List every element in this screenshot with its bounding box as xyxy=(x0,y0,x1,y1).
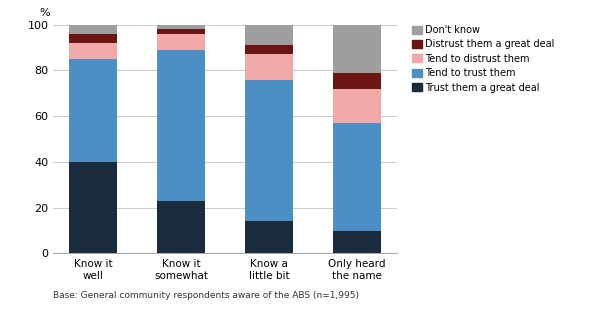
Bar xyxy=(69,162,117,253)
Bar xyxy=(69,25,117,34)
Text: %: % xyxy=(39,8,50,18)
Legend: Don't know, Distrust them a great deal, Tend to distrust them, Tend to trust the: Don't know, Distrust them a great deal, … xyxy=(412,25,555,92)
Bar xyxy=(244,25,293,45)
Bar xyxy=(69,59,117,162)
Bar xyxy=(157,29,205,34)
Bar xyxy=(333,123,381,231)
Bar xyxy=(244,45,293,54)
Bar xyxy=(244,80,293,221)
Bar xyxy=(157,201,205,253)
Bar xyxy=(244,221,293,253)
Bar xyxy=(333,25,381,73)
Bar xyxy=(333,73,381,89)
Bar xyxy=(69,43,117,59)
Bar xyxy=(244,54,293,80)
Bar xyxy=(333,89,381,123)
Text: Base: General community respondents aware of the ABS (n=1,995): Base: General community respondents awar… xyxy=(53,291,359,300)
Bar xyxy=(157,50,205,201)
Bar xyxy=(69,34,117,43)
Bar xyxy=(157,25,205,29)
Bar xyxy=(333,231,381,253)
Bar xyxy=(157,34,205,50)
